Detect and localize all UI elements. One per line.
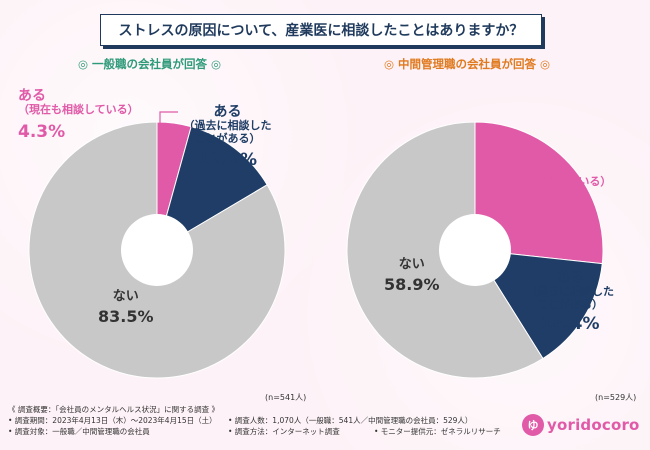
- right-label-never: ない 58.9%: [384, 257, 440, 294]
- footer-monitor: • モニター提供元：ゼネラルリサーチ: [374, 426, 501, 436]
- right-label-now: ある （現在も相談している） 26.7%: [486, 160, 616, 212]
- left-label-now: ある （現在も相談している） 4.3%: [18, 88, 139, 142]
- footer-heading: 《 調査概要：「会社員のメンタルヘルス状況」に関する調査 》: [8, 405, 220, 414]
- left-slice-past: [156, 126, 268, 252]
- left-donut-hole: [121, 214, 193, 286]
- right-past-line2: （過去に相談した: [526, 285, 614, 299]
- left-never-value: 83.5%: [98, 306, 154, 326]
- left-never-line1: ない: [112, 289, 139, 304]
- footer-row-1: • 調査期間：2023年4月13日（木）〜2023年4月15日（土） • 調査人…: [8, 416, 501, 427]
- footer-people: • 調査人数：1,070人（一般職：541人／中間管理職の会社員：529人）: [228, 415, 473, 425]
- pie-right: [346, 121, 604, 379]
- logo-mark-icon: ゆ: [522, 414, 544, 436]
- brand-logo: ゆ yoridocoro: [522, 414, 640, 436]
- left-now-line2: （現在も相談している）: [18, 103, 139, 117]
- right-now-value: 26.7%: [521, 191, 581, 212]
- right-now-line2: （現在も相談している）: [490, 175, 612, 189]
- left-past-line2: （過去に相談した: [183, 119, 272, 133]
- footer: 《 調査概要：「会社員のメンタルヘルス状況」に関する調査 》 • 調査期間：20…: [8, 405, 501, 438]
- left-past-line3: ことがある）: [194, 131, 261, 145]
- left-label-never: ない 83.5%: [98, 289, 154, 326]
- left-label-past: ある （過去に相談した ことがある） 12.2%: [180, 104, 275, 171]
- right-past-value: 14.4%: [540, 314, 600, 335]
- left-now-value: 4.3%: [18, 121, 66, 142]
- right-slice-past: [474, 249, 603, 360]
- footer-row-2: • 調査対象：一般職／中間管理職の会社員 • 調査方法：インターネット調査 • …: [8, 427, 501, 438]
- left-past-line1: ある: [213, 104, 242, 120]
- right-donut-hole: [439, 214, 511, 286]
- left-past-value: 12.2%: [198, 150, 257, 171]
- right-never-line1: ない: [398, 257, 425, 272]
- left-n-note: (n=541人): [265, 393, 307, 402]
- chart-title: ストレスの原因について、産業医に相談したことはありますか？: [118, 23, 524, 39]
- right-past-line1: ある: [556, 270, 584, 286]
- left-now-leader-line: [159, 111, 178, 130]
- footer-period: • 調査期間：2023年4月13日（木）〜2023年4月15日（土）: [8, 415, 217, 425]
- left-now-line1: ある: [18, 88, 46, 104]
- right-label-past: ある （過去に相談した ことがある） 14.4%: [520, 270, 620, 335]
- left-subtitle: ◎ 一般職の会社員が回答 ◎: [78, 57, 222, 71]
- title-box: ストレスの原因について、産業医に相談したことはありますか？: [100, 14, 542, 46]
- right-never-value: 58.9%: [384, 274, 440, 294]
- right-subtitle: ◎ 中間管理職の会社員が回答 ◎: [384, 57, 551, 71]
- footer-target: • 調査対象：一般職／中間管理職の会社員: [8, 426, 150, 436]
- pie-left: [28, 111, 286, 379]
- right-n-note: (n=529人): [595, 393, 637, 402]
- right-past-line3: ことがある）: [537, 297, 603, 311]
- footer-method: • 調査方法：インターネット調査: [228, 426, 340, 436]
- right-now-line1: ある: [537, 160, 565, 176]
- logo-wordmark: yoridocoro: [547, 416, 640, 434]
- right-slice-now: [474, 121, 604, 265]
